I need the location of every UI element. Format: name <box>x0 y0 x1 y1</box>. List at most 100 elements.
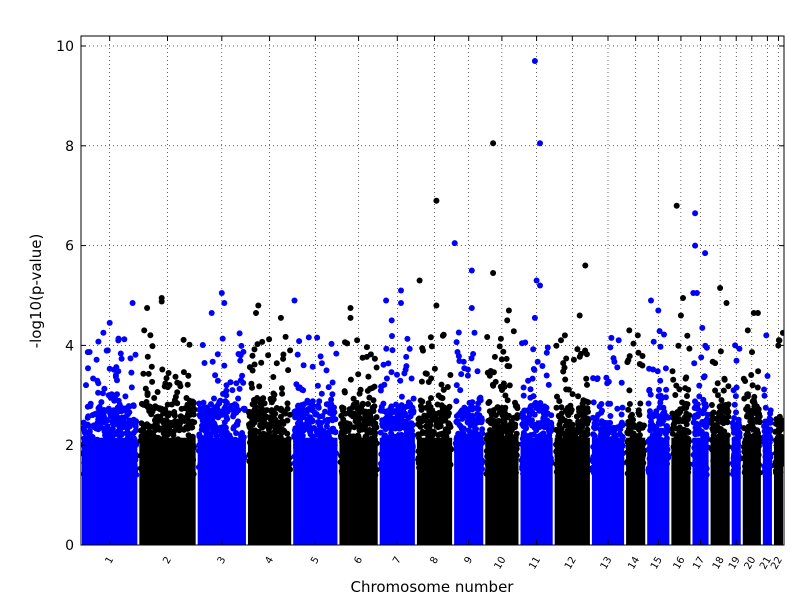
data-point <box>694 413 701 420</box>
data-point <box>606 440 613 447</box>
data-point <box>724 432 731 439</box>
chromosome-5-points <box>291 297 340 545</box>
data-point <box>204 465 211 472</box>
peak-point <box>383 297 390 304</box>
data-point <box>749 419 756 426</box>
data-point <box>200 418 207 425</box>
peak-point <box>468 267 475 274</box>
peak-point <box>561 332 568 339</box>
x-tick-label: 17 <box>691 555 707 572</box>
peak-point <box>690 290 697 296</box>
data-point <box>398 402 405 409</box>
data-point <box>101 417 108 424</box>
data-point <box>236 467 243 474</box>
x-tick-label: 15 <box>649 555 665 572</box>
data-point <box>207 436 214 443</box>
data-point <box>548 427 555 434</box>
data-point <box>657 399 664 406</box>
data-point <box>664 460 670 467</box>
data-point <box>133 418 139 425</box>
data-point <box>554 393 560 400</box>
data-point <box>525 377 532 384</box>
data-point <box>638 457 645 464</box>
data-point <box>553 342 560 349</box>
data-point <box>487 450 494 457</box>
data-point <box>355 371 362 378</box>
data-point <box>329 391 336 398</box>
data-point <box>669 410 676 417</box>
data-point <box>233 458 240 465</box>
data-point <box>675 342 682 349</box>
data-point <box>702 342 709 349</box>
x-tick-label: 9 <box>463 555 476 566</box>
data-point <box>233 447 240 454</box>
data-point <box>484 334 491 340</box>
data-point <box>470 421 477 428</box>
data-point <box>235 351 242 357</box>
data-point <box>238 451 245 458</box>
data-point <box>214 351 221 358</box>
peak-point <box>692 242 699 249</box>
data-point <box>339 404 345 411</box>
data-point <box>685 386 692 393</box>
data-point <box>128 432 135 439</box>
data-point <box>497 335 504 342</box>
data-point <box>574 413 581 420</box>
data-point <box>548 460 555 466</box>
data-point <box>468 355 475 362</box>
data-point <box>154 404 161 411</box>
data-point <box>389 443 396 449</box>
data-point <box>312 467 319 474</box>
data-point <box>655 463 662 470</box>
data-point <box>296 384 303 391</box>
data-point <box>691 444 698 451</box>
data-point <box>351 443 358 450</box>
data-point <box>715 443 722 450</box>
data-point <box>379 470 386 477</box>
data-point <box>114 454 120 461</box>
data-point <box>487 427 493 434</box>
data-point <box>178 418 184 425</box>
y-tick-label: 4 <box>65 338 74 354</box>
data-point <box>213 432 220 439</box>
data-point <box>230 413 237 420</box>
data-point <box>720 447 727 454</box>
data-point <box>519 466 526 472</box>
data-point <box>271 440 278 447</box>
peak-point <box>277 314 284 321</box>
data-point <box>575 438 581 445</box>
data-point <box>209 429 216 436</box>
data-point <box>529 439 536 446</box>
data-point <box>263 465 270 472</box>
data-point <box>318 390 325 397</box>
data-point <box>499 468 506 475</box>
data-point <box>650 338 657 345</box>
data-point <box>694 430 701 437</box>
data-point <box>367 411 374 418</box>
data-point <box>233 430 240 437</box>
peak-point <box>763 332 770 339</box>
peak-point <box>626 327 633 334</box>
data-point <box>440 433 447 440</box>
data-point <box>778 452 784 459</box>
data-point <box>236 330 243 337</box>
peak-point <box>490 270 497 276</box>
chromosome-8-points <box>415 197 455 545</box>
peak-point <box>537 140 543 147</box>
data-point <box>300 362 307 369</box>
data-point <box>211 395 217 402</box>
data-point <box>678 471 685 478</box>
data-point <box>577 470 583 477</box>
data-point <box>761 463 768 470</box>
point-mass <box>773 437 783 545</box>
data-point <box>645 467 652 474</box>
data-point <box>122 393 129 400</box>
data-point <box>649 440 656 447</box>
data-point <box>658 469 665 476</box>
data-point <box>353 418 360 425</box>
data-point <box>302 410 309 417</box>
data-point <box>468 462 475 469</box>
data-point <box>580 439 587 446</box>
data-point <box>317 353 324 360</box>
data-point <box>454 349 461 355</box>
